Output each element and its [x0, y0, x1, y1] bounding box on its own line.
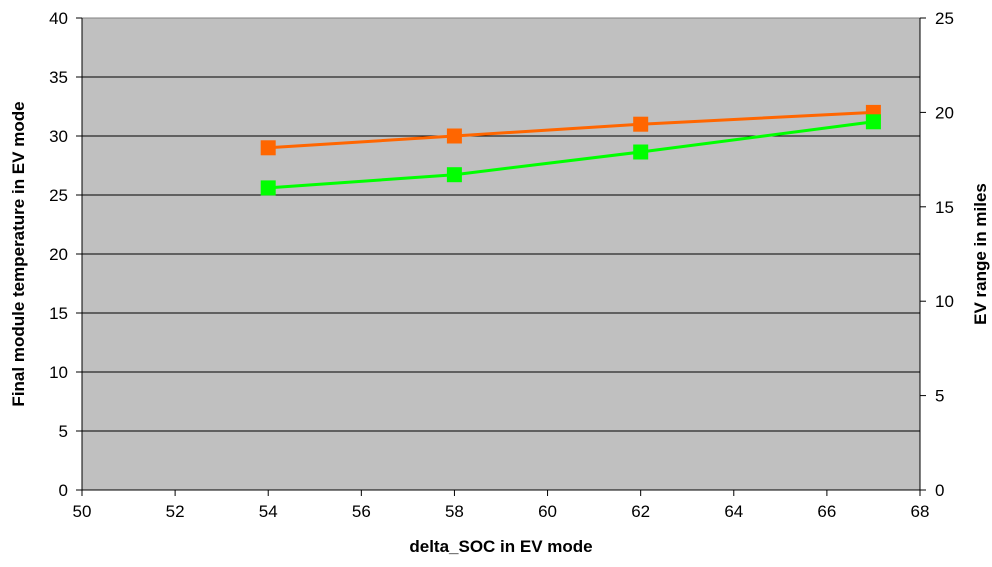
y2-tick-label: 0	[935, 481, 944, 500]
x-tick-label: 54	[259, 502, 278, 521]
series-2-marker	[260, 180, 276, 196]
y-tick-label: 25	[49, 186, 68, 205]
y-tick-label: 20	[49, 245, 68, 264]
y2-axis-title: EV range in miles	[971, 183, 990, 325]
x-tick-label: 62	[631, 502, 650, 521]
x-axis-title: delta_SOC in EV mode	[409, 537, 592, 556]
series-2-marker	[446, 167, 462, 183]
y2-tick-label: 20	[935, 103, 954, 122]
series-2-marker	[633, 144, 649, 160]
series-1-marker	[446, 128, 462, 144]
x-tick-label: 58	[445, 502, 464, 521]
y2-tick-label: 25	[935, 9, 954, 28]
tick-labels: 0 5 10 15 20 25 30 35 40 0 5 10 15 20 25 50 52 54 56 58 60 62…	[49, 9, 954, 521]
x-tick-label: 56	[352, 502, 371, 521]
y-tick-label: 40	[49, 9, 68, 28]
y-tick-label: 5	[59, 422, 68, 441]
y2-tick-label: 5	[935, 387, 944, 406]
y-tick-label: 10	[49, 363, 68, 382]
y-tick-label: 30	[49, 127, 68, 146]
data-series	[260, 104, 881, 196]
y-tick-label: 35	[49, 68, 68, 87]
gridlines	[82, 76, 920, 432]
y2-tick-label: 10	[935, 292, 954, 311]
x-tick-label: 68	[911, 502, 930, 521]
x-tick-label: 52	[166, 502, 185, 521]
tick-marks	[76, 17, 926, 496]
x-tick-label: 50	[73, 502, 92, 521]
x-tick-label: 66	[817, 502, 836, 521]
series-1-marker	[260, 140, 276, 156]
x-tick-label: 64	[724, 502, 743, 521]
series-line-2	[268, 120, 874, 190]
y-axis-title: Final module temperature in EV mode	[9, 101, 28, 406]
series-2-marker	[865, 114, 881, 130]
y-tick-label: 15	[49, 304, 68, 323]
x-tick-label: 60	[538, 502, 557, 521]
series-line-1	[268, 110, 874, 150]
y2-tick-label: 15	[935, 198, 954, 217]
y-tick-label: 0	[59, 481, 68, 500]
series-1-marker	[633, 116, 649, 132]
